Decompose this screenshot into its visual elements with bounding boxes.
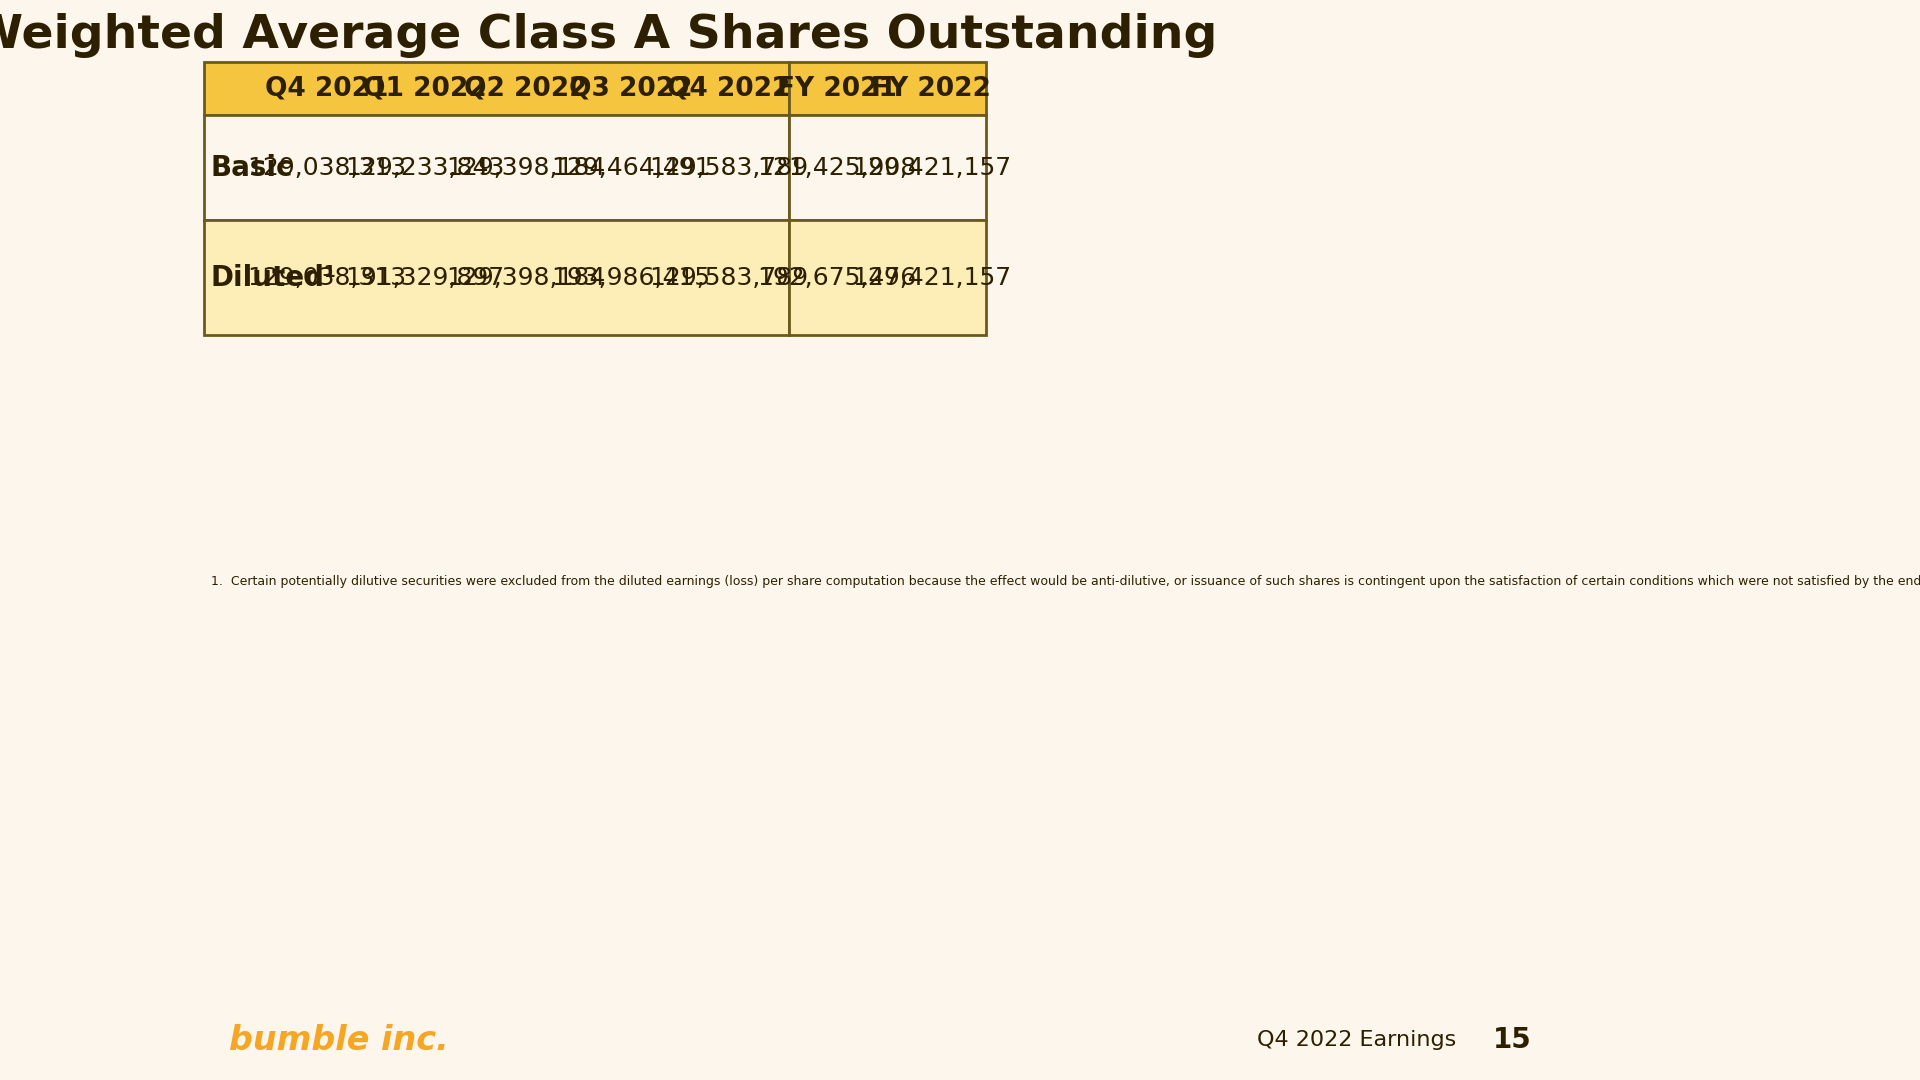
Text: 129,038,313: 129,038,313 xyxy=(248,156,407,179)
Text: 1.  Certain potentially dilutive securities were excluded from the diluted earni: 1. Certain potentially dilutive securiti… xyxy=(211,575,1920,588)
Text: 129,421,157: 129,421,157 xyxy=(852,156,1012,179)
Text: 121,425,908: 121,425,908 xyxy=(758,156,918,179)
Text: 129,233,843: 129,233,843 xyxy=(346,156,505,179)
Text: Q3 2022: Q3 2022 xyxy=(568,76,693,102)
Text: 129,583,789: 129,583,789 xyxy=(649,156,808,179)
Text: Diluted¹: Diluted¹ xyxy=(211,264,336,292)
Text: 129,398,184: 129,398,184 xyxy=(445,156,605,179)
Text: Q1 2022: Q1 2022 xyxy=(363,76,486,102)
Text: 191,329,897: 191,329,897 xyxy=(346,266,505,289)
Bar xyxy=(204,114,789,220)
Bar xyxy=(204,220,789,335)
Text: Q4 2021: Q4 2021 xyxy=(265,76,388,102)
Text: 15: 15 xyxy=(1492,1026,1532,1054)
Text: 193,986,415: 193,986,415 xyxy=(551,266,710,289)
Bar xyxy=(789,114,985,220)
Text: Q4 2022: Q4 2022 xyxy=(666,76,791,102)
Bar xyxy=(789,220,985,335)
Text: FY 2021: FY 2021 xyxy=(778,76,897,102)
Bar xyxy=(789,62,985,114)
Text: 129,398,184: 129,398,184 xyxy=(445,266,605,289)
Text: Weighted Average Class A Shares Outstanding: Weighted Average Class A Shares Outstand… xyxy=(0,13,1217,57)
Text: FY 2022: FY 2022 xyxy=(872,76,991,102)
Text: 129,421,157: 129,421,157 xyxy=(852,266,1012,289)
Text: Q2 2022: Q2 2022 xyxy=(465,76,588,102)
Text: 129,464,491: 129,464,491 xyxy=(551,156,710,179)
Text: 129,038,313: 129,038,313 xyxy=(248,266,407,289)
Text: 192,675,476: 192,675,476 xyxy=(758,266,918,289)
Text: Q4 2022 Earnings: Q4 2022 Earnings xyxy=(1258,1030,1455,1050)
Text: 129,583,789: 129,583,789 xyxy=(649,266,808,289)
Text: Basic: Basic xyxy=(211,153,294,181)
Bar xyxy=(204,62,789,114)
Text: bumble inc.: bumble inc. xyxy=(228,1024,449,1056)
